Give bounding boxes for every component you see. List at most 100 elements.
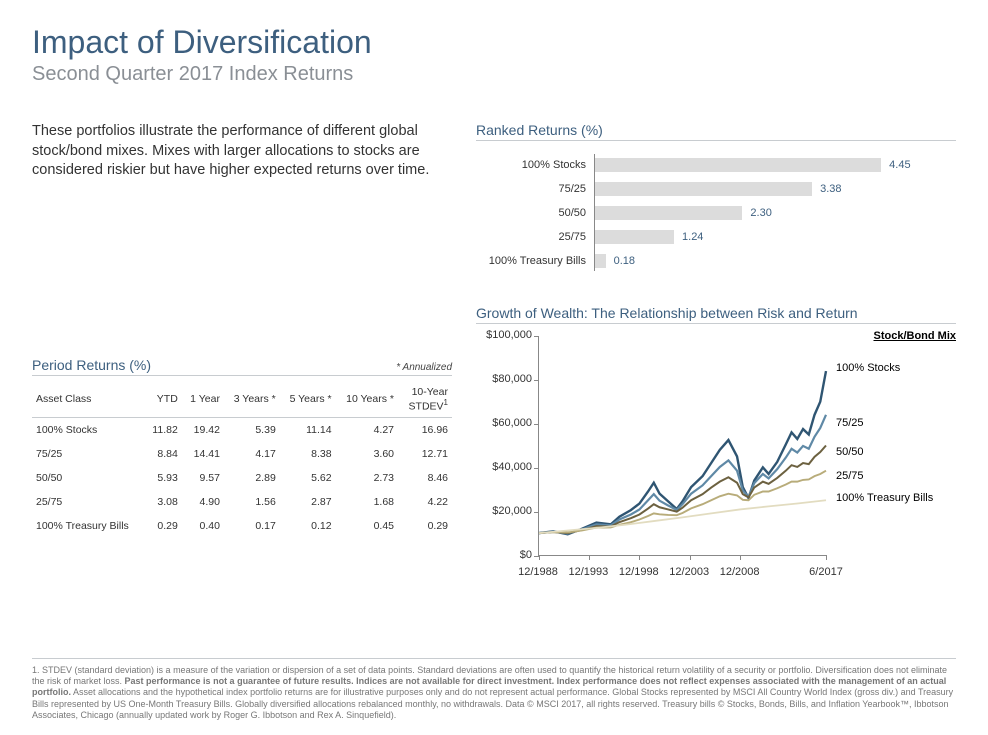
legend-item: 25/75 (836, 470, 956, 482)
table-cell: 4.27 (336, 417, 398, 442)
intro-text: These portfolios illustrate the performa… (32, 122, 452, 275)
table-cell: 14.41 (182, 442, 224, 466)
table-cell: 1.68 (336, 490, 398, 514)
x-axis-label: 12/1988 (518, 566, 558, 578)
y-axis-label: $100,000 (476, 329, 532, 341)
bar-fill (594, 230, 674, 244)
footnote-text: 1. STDEV (standard deviation) is a measu… (32, 665, 956, 721)
table-cell: 4.17 (224, 442, 280, 466)
period-returns-table: Asset ClassYTD1 Year3 Years *5 Years *10… (32, 382, 452, 538)
table-cell: 2.73 (336, 466, 398, 490)
page-subtitle: Second Quarter 2017 Index Returns (32, 63, 956, 86)
table-cell: 8.84 (144, 442, 181, 466)
table-cell: 5.62 (280, 466, 336, 490)
table-cell: 3.60 (336, 442, 398, 466)
y-axis-label: $80,000 (476, 373, 532, 385)
bar-fill (594, 158, 881, 172)
bar-label: 25/75 (476, 231, 594, 243)
table-cell: 50/50 (32, 466, 144, 490)
bar-value: 1.24 (682, 231, 703, 243)
y-axis-label: $40,000 (476, 461, 532, 473)
x-axis-label: 12/2003 (669, 566, 709, 578)
table-cell: 0.12 (280, 514, 336, 538)
bar-label: 100% Stocks (476, 159, 594, 171)
y-axis-label: $20,000 (476, 505, 532, 517)
x-axis-label: 12/1998 (619, 566, 659, 578)
table-header-cell: YTD (144, 382, 181, 417)
legend-title: Stock/Bond Mix (873, 330, 956, 342)
table-header-cell: 5 Years * (280, 382, 336, 417)
table-cell: 100% Treasury Bills (32, 514, 144, 538)
table-cell: 2.87 (280, 490, 336, 514)
growth-chart: $0$20,000$40,000$60,000$80,000$100,00012… (476, 336, 956, 576)
y-axis-label: $0 (476, 549, 532, 561)
bar-row: 100% Stocks 4.45 (476, 155, 956, 175)
growth-chart-title: Growth of Wealth: The Relationship betwe… (476, 305, 956, 324)
page-title: Impact of Diversification (32, 24, 956, 61)
legend-item: 50/50 (836, 446, 956, 458)
bar-fill (594, 206, 742, 220)
table-cell: 5.93 (144, 466, 181, 490)
legend-item: 100% Treasury Bills (836, 492, 956, 504)
table-cell: 1.56 (224, 490, 280, 514)
table-cell: 11.14 (280, 417, 336, 442)
table-cell: 8.38 (280, 442, 336, 466)
period-returns-section: Period Returns (%) * Annualized Asset Cl… (32, 305, 452, 576)
table-cell: 5.39 (224, 417, 280, 442)
table-cell: 3.08 (144, 490, 181, 514)
table-cell: 75/25 (32, 442, 144, 466)
table-cell: 100% Stocks (32, 417, 144, 442)
table-cell: 0.29 (144, 514, 181, 538)
table-row: 50/505.939.572.895.622.738.46 (32, 466, 452, 490)
table-header-cell: 10-YearSTDEV1 (398, 382, 452, 417)
ranked-title: Ranked Returns (%) (476, 122, 956, 141)
bar-label: 75/25 (476, 183, 594, 195)
table-cell: 12.71 (398, 442, 452, 466)
legend-item: 75/25 (836, 417, 956, 429)
x-axis-label: 12/1993 (569, 566, 609, 578)
table-cell: 0.17 (224, 514, 280, 538)
table-row: 25/753.084.901.562.871.684.22 (32, 490, 452, 514)
table-cell: 4.22 (398, 490, 452, 514)
x-axis-label: 12/2008 (720, 566, 760, 578)
table-header-cell: 10 Years * (336, 382, 398, 417)
chart-line (539, 371, 826, 534)
table-row: 75/258.8414.414.178.383.6012.71 (32, 442, 452, 466)
footnote: 1. STDEV (standard deviation) is a measu… (32, 658, 956, 721)
mid-row: Period Returns (%) * Annualized Asset Cl… (32, 305, 956, 576)
bar-row: 50/50 2.30 (476, 203, 956, 223)
bar-row: 25/75 1.24 (476, 227, 956, 247)
table-header-cell: Asset Class (32, 382, 144, 417)
table-title: Period Returns (%) (32, 357, 151, 373)
table-cell: 19.42 (182, 417, 224, 442)
top-row: These portfolios illustrate the performa… (32, 122, 956, 275)
table-header-cell: 1 Year (182, 382, 224, 417)
bar-fill (594, 182, 812, 196)
table-cell: 16.96 (398, 417, 452, 442)
table-row: 100% Treasury Bills0.290.400.170.120.450… (32, 514, 452, 538)
table-header-cell: 3 Years * (224, 382, 280, 417)
ranked-bars: 100% Stocks 4.45 75/253.38 50/50 2.30 25/75 1.… (476, 155, 956, 271)
bar-value: 4.45 (889, 159, 910, 171)
legend-item: 100% Stocks (836, 362, 956, 374)
bar-label: 100% Treasury Bills (476, 255, 594, 267)
table-cell: 9.57 (182, 466, 224, 490)
ranked-returns-section: Ranked Returns (%) 100% Stocks 4.45 75/253… (476, 122, 956, 275)
table-cell: 11.82 (144, 417, 181, 442)
growth-chart-section: Growth of Wealth: The Relationship betwe… (476, 305, 956, 576)
bar-value: 2.30 (750, 207, 771, 219)
table-cell: 4.90 (182, 490, 224, 514)
table-cell: 0.45 (336, 514, 398, 538)
bar-row: 100% Treasury Bills 0.18 (476, 251, 956, 271)
y-axis-label: $60,000 (476, 417, 532, 429)
table-row: 100% Stocks11.8219.425.3911.144.2716.96 (32, 417, 452, 442)
chart-line (539, 446, 826, 534)
table-cell: 0.29 (398, 514, 452, 538)
bar-fill (594, 254, 606, 268)
bar-value: 0.18 (614, 255, 635, 267)
bar-label: 50/50 (476, 207, 594, 219)
bar-row: 75/253.38 (476, 179, 956, 199)
annualized-note: * Annualized (396, 362, 452, 373)
table-cell: 2.89 (224, 466, 280, 490)
table-cell: 8.46 (398, 466, 452, 490)
